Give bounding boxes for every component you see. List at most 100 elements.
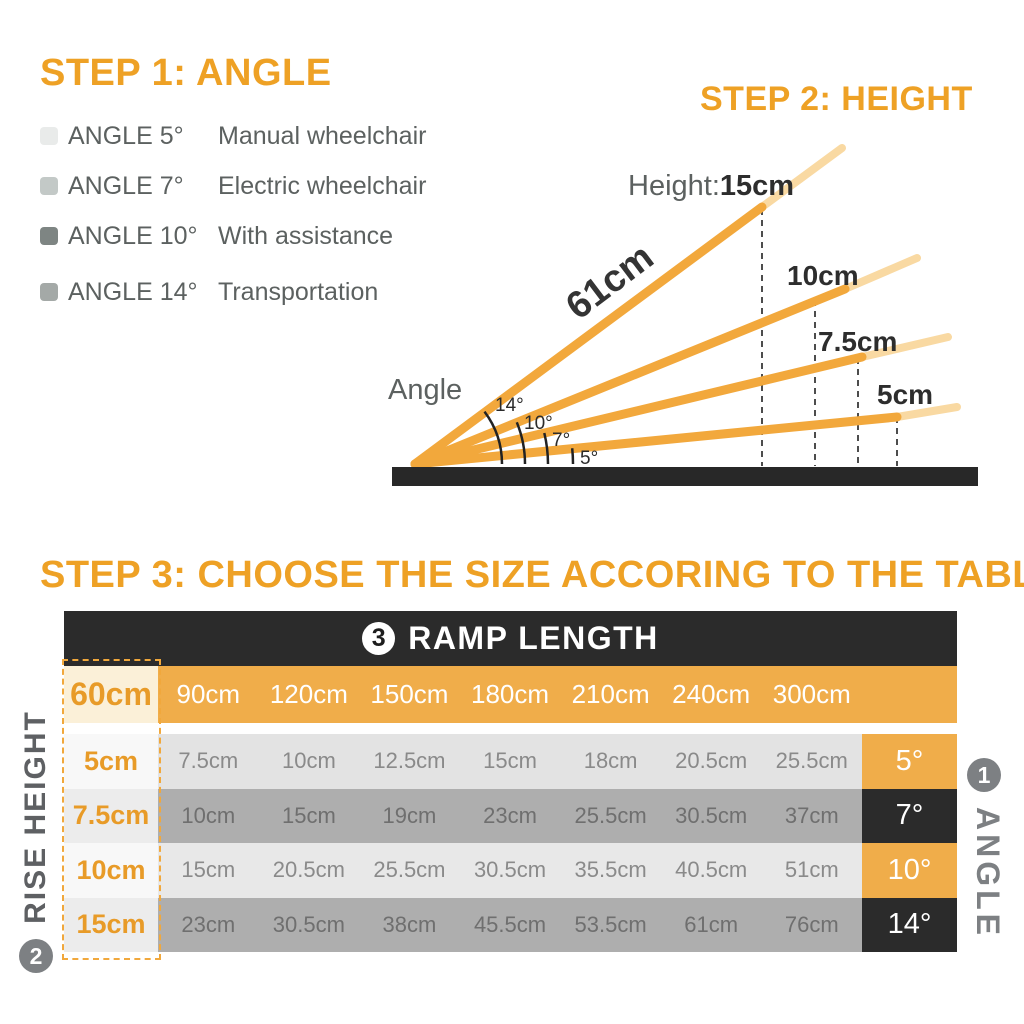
table-cell: 51cm xyxy=(784,857,839,883)
rise-height-label: 15cm xyxy=(64,897,158,952)
table-cell: 12.5cm xyxy=(373,748,446,774)
arc-label-14: 14° xyxy=(495,395,524,416)
step2-title: STEP 2: HEIGHT xyxy=(700,80,973,118)
angle-5-swatch-icon xyxy=(40,127,58,145)
legend-use-label: Electric wheelchair xyxy=(218,171,427,200)
table-cell: 15cm xyxy=(483,748,537,774)
column-header: 150cm xyxy=(370,679,449,709)
table-cell: 20.5cm xyxy=(272,857,345,883)
number-3-badge: 3 xyxy=(362,622,396,655)
arc-7deg xyxy=(543,432,550,465)
number-2-badge: 2 xyxy=(19,939,53,973)
legend-item-angle-10: ANGLE 10° With assistance xyxy=(40,221,393,250)
column-header: 300cm xyxy=(772,679,851,709)
legend-item-angle-5: ANGLE 5° Manual wheelchair xyxy=(40,121,427,150)
table-row: 7.5cm 10cm 15cm 19cm 23cm 25.5cm 30.5cm … xyxy=(64,788,957,843)
arc-10deg xyxy=(515,421,527,465)
ramp-7-extension xyxy=(858,333,952,361)
table-cell: 10cm xyxy=(281,748,336,774)
rise-height-axis-label: RISE HEIGHT xyxy=(19,710,52,924)
corner-cell-60cm: 60cm xyxy=(64,666,158,723)
ramp-10-extension xyxy=(841,254,921,293)
table-cell: 35.5cm xyxy=(574,857,647,883)
angle-14-swatch-icon xyxy=(40,283,58,301)
height-5cm-label: 5cm xyxy=(877,379,934,410)
table-cell: 25.5cm xyxy=(373,857,446,883)
height-7-5cm-label: 7.5cm xyxy=(818,326,898,357)
angle-cell-14deg: 14° xyxy=(862,897,957,952)
legend-angle-label: ANGLE 5° xyxy=(68,121,184,150)
column-header: 90cm xyxy=(176,679,241,709)
column-headers: 90cm 120cm 150cm 180cm 210cm 240cm 300cm xyxy=(158,666,862,723)
angle-cell-10deg: 10° xyxy=(862,843,957,898)
ramp-line-14deg xyxy=(410,202,767,469)
column-header: 120cm xyxy=(269,679,348,709)
table-cell: 25.5cm xyxy=(775,748,848,774)
table-row: 10cm 15cm 20.5cm 25.5cm 30.5cm 35.5cm 40… xyxy=(64,843,957,898)
legend-use-label: Manual wheelchair xyxy=(218,121,427,150)
table-cell: 7.5cm xyxy=(178,748,239,774)
table-cell: 38cm xyxy=(382,911,437,937)
table-cell: 30.5cm xyxy=(675,802,748,828)
column-header: 210cm xyxy=(571,679,650,709)
ramp-angle-diagram xyxy=(392,144,978,486)
ground-bar xyxy=(392,467,978,486)
legend-angle-label: ANGLE 10° xyxy=(68,221,198,250)
legend-angle-label: ANGLE 14° xyxy=(68,277,198,306)
table-cell: 23cm xyxy=(483,802,537,828)
height-10cm-label: 10cm xyxy=(787,260,859,291)
table-cell: 61cm xyxy=(684,911,739,937)
column-header: 180cm xyxy=(471,679,550,709)
height-15cm-label: 15cm xyxy=(719,170,795,202)
angle-7-swatch-icon xyxy=(40,177,58,195)
table-cell: 23cm xyxy=(181,911,236,937)
table-cell: 25.5cm xyxy=(574,802,647,828)
header-row-spacer xyxy=(862,666,957,723)
angle-cell-5deg: 5° xyxy=(862,734,957,789)
height-annotation: Height: 15cm xyxy=(628,172,794,201)
angle-caption: Angle xyxy=(388,374,463,406)
arc-label-5: 5° xyxy=(580,448,599,469)
ramp-line-7deg xyxy=(410,352,867,469)
legend-item-angle-14: ANGLE 14° Transportation xyxy=(40,277,379,306)
header-gap xyxy=(64,723,957,734)
height-prefix-label: Height: xyxy=(628,170,720,202)
angle-10-swatch-icon xyxy=(40,227,58,245)
arc-label-7: 7° xyxy=(552,430,571,451)
table-cell: 10cm xyxy=(181,802,236,828)
column-header: 240cm xyxy=(672,679,751,709)
table-row: 5cm 7.5cm 10cm 12.5cm 15cm 18cm 20.5cm 2… xyxy=(64,734,957,789)
table-cell: 76cm xyxy=(784,911,839,937)
column-header-row: 60cm 90cm 120cm 150cm 180cm 210cm 240cm … xyxy=(64,666,957,723)
arc-label-10: 10° xyxy=(524,413,553,434)
table-row: 15cm 23cm 30.5cm 38cm 45.5cm 53.5cm 61cm… xyxy=(64,897,957,952)
ramp-size-table: 3 RAMP LENGTH 60cm 90cm 120cm 150cm 180c… xyxy=(64,611,957,952)
arc-14deg xyxy=(483,410,504,465)
ramp-line-5deg xyxy=(410,412,902,469)
step3-title: STEP 3: CHOOSE THE SIZE ACCORING TO THE … xyxy=(40,554,1024,596)
angle-cell-7deg: 7° xyxy=(862,788,957,843)
table-cell: 30.5cm xyxy=(473,857,547,883)
table-cell: 40.5cm xyxy=(675,857,748,883)
table-cell: 19cm xyxy=(382,802,437,828)
rise-height-label: 7.5cm xyxy=(64,788,158,843)
step1-title: STEP 1: ANGLE xyxy=(40,52,332,94)
ramp-14-extension xyxy=(758,144,846,211)
ramp-line-10deg xyxy=(410,284,850,469)
rise-height-label: 5cm xyxy=(64,734,158,789)
angle-axis-label: ANGLE xyxy=(970,807,1006,939)
table-header-bar: 3 RAMP LENGTH xyxy=(64,611,957,666)
table-cell: 53.5cm xyxy=(574,911,647,937)
table-cell: 37cm xyxy=(784,802,839,828)
table-cell: 15cm xyxy=(281,802,336,828)
rise-height-label: 10cm xyxy=(64,843,158,898)
table-cell: 20.5cm xyxy=(675,748,748,774)
table-cell: 30.5cm xyxy=(272,911,345,937)
ramp-length-header-label: RAMP LENGTH xyxy=(408,620,659,656)
arc-5deg xyxy=(570,448,575,465)
legend-use-label: Transportation xyxy=(218,277,379,306)
legend-angle-label: ANGLE 7° xyxy=(68,171,184,200)
table-cell: 18cm xyxy=(583,748,638,774)
ramp-5-extension xyxy=(893,403,961,421)
